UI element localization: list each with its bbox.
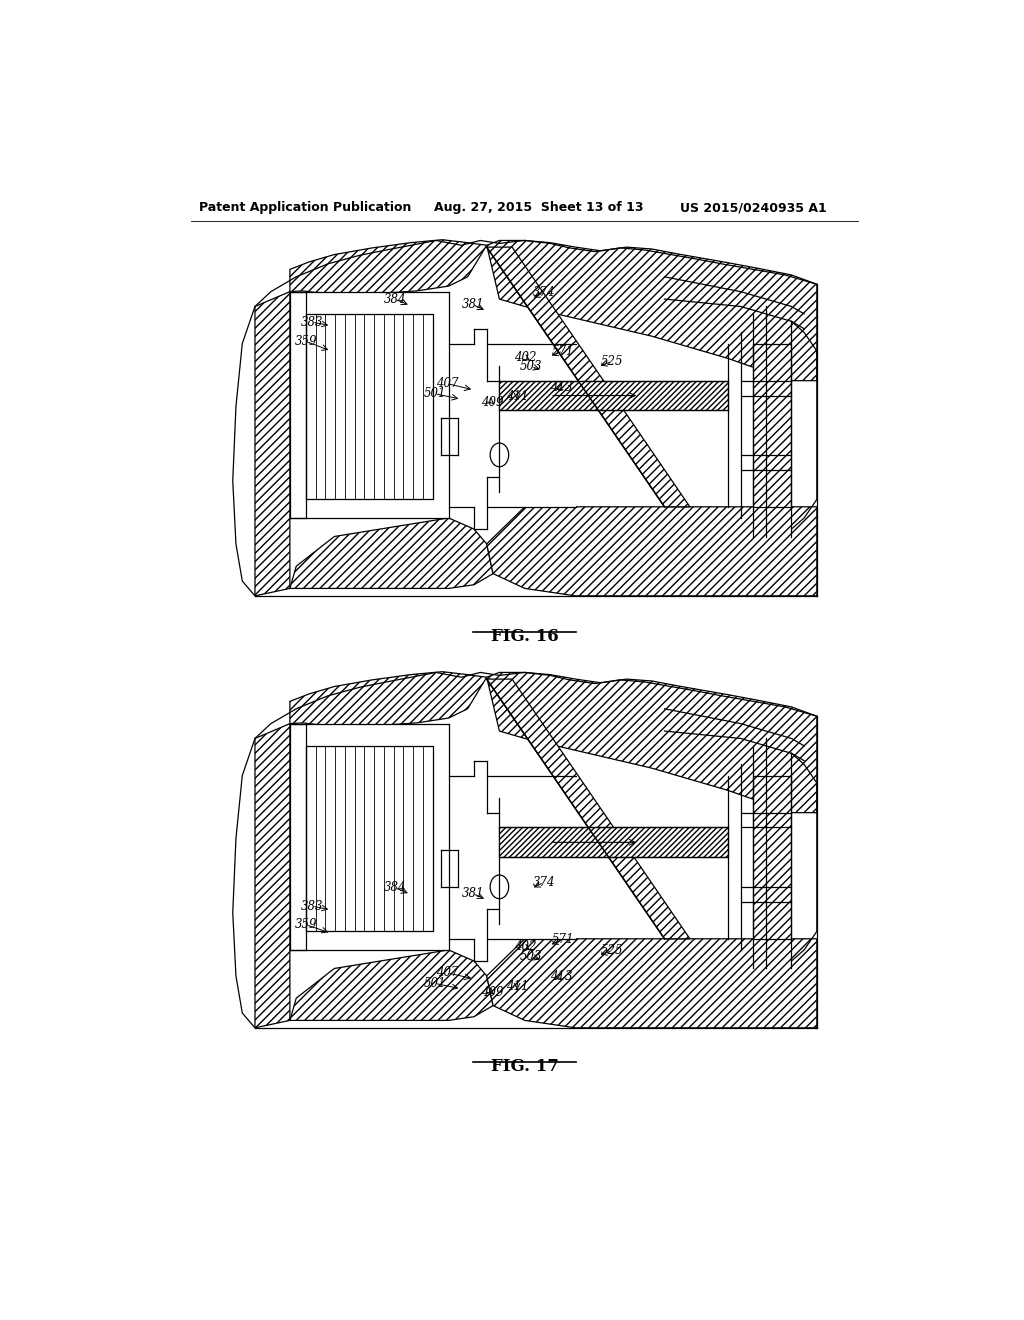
Text: 501: 501 [423, 977, 445, 990]
Polygon shape [754, 776, 792, 939]
Text: 407: 407 [436, 966, 459, 979]
Polygon shape [290, 723, 449, 950]
Polygon shape [290, 950, 494, 1020]
Text: 571: 571 [552, 345, 574, 358]
Polygon shape [290, 517, 494, 589]
Polygon shape [754, 343, 792, 507]
Text: Patent Application Publication: Patent Application Publication [200, 201, 412, 214]
Polygon shape [290, 292, 449, 517]
Text: 359: 359 [295, 919, 317, 931]
Text: 383: 383 [301, 900, 324, 912]
Text: 409: 409 [480, 986, 503, 999]
Polygon shape [486, 240, 817, 380]
Text: 384: 384 [383, 293, 406, 305]
Text: 503: 503 [520, 360, 543, 374]
Text: 525: 525 [601, 355, 624, 368]
Text: 571: 571 [552, 933, 574, 946]
Text: 413: 413 [550, 970, 572, 983]
Polygon shape [486, 678, 690, 939]
Text: 402: 402 [514, 351, 536, 364]
Text: 525: 525 [601, 944, 624, 957]
Text: 411: 411 [506, 979, 528, 993]
Polygon shape [255, 292, 290, 595]
Text: 381: 381 [462, 887, 484, 900]
Polygon shape [486, 343, 575, 507]
Text: 383: 383 [301, 315, 324, 329]
Polygon shape [486, 939, 817, 1028]
Polygon shape [290, 240, 486, 294]
Text: 402: 402 [514, 940, 536, 953]
Text: 384: 384 [383, 880, 406, 894]
Text: 374: 374 [532, 286, 555, 298]
Text: Aug. 27, 2015  Sheet 13 of 13: Aug. 27, 2015 Sheet 13 of 13 [433, 201, 643, 214]
Text: 411: 411 [506, 389, 528, 403]
Text: 381: 381 [462, 298, 484, 312]
Text: US 2015/0240935 A1: US 2015/0240935 A1 [680, 201, 826, 214]
Text: 503: 503 [520, 950, 543, 964]
Polygon shape [486, 776, 575, 939]
Polygon shape [255, 723, 290, 1028]
Text: FIG. 16: FIG. 16 [490, 628, 559, 645]
Polygon shape [500, 380, 728, 411]
Text: 409: 409 [480, 396, 503, 409]
Text: 413: 413 [550, 381, 572, 393]
Polygon shape [486, 672, 817, 813]
Text: 359: 359 [295, 335, 317, 348]
Polygon shape [500, 828, 728, 857]
Polygon shape [290, 672, 486, 726]
Text: 407: 407 [436, 378, 459, 391]
Polygon shape [486, 507, 817, 595]
Text: 374: 374 [532, 876, 555, 888]
Text: 501: 501 [423, 387, 445, 400]
Text: FIG. 17: FIG. 17 [490, 1057, 559, 1074]
Polygon shape [486, 247, 690, 507]
